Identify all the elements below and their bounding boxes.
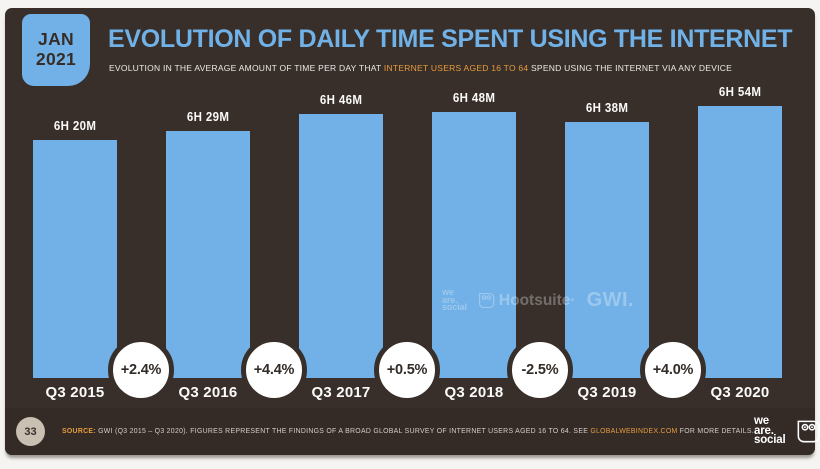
- subtitle-text-end: SPEND USING THE INTERNET VIA ANY DEVICE: [528, 63, 733, 73]
- bar-value-label: 6H 48M: [452, 91, 496, 105]
- change-badge: +2.4%: [108, 337, 174, 403]
- hootsuite-owl-icon: [478, 293, 495, 308]
- page-number-badge: 33: [16, 417, 45, 446]
- subtitle-highlight: INTERNET USERS AGED 16 TO 64: [383, 63, 529, 73]
- source-label: SOURCE:: [62, 428, 96, 435]
- change-badge: +0.5%: [374, 337, 440, 403]
- bar: [698, 106, 782, 378]
- bar: [432, 112, 516, 378]
- bar-column: 6H 54M: [698, 85, 782, 378]
- bar-column: 6H 38M: [565, 101, 649, 378]
- hootsuite-watermark: Hootsuite·: [478, 292, 576, 310]
- bar-column: 6H 20M: [33, 119, 117, 378]
- bar-value-label: 6H 54M: [718, 85, 762, 99]
- category-label: Q3 2018: [444, 384, 504, 401]
- bar: [299, 114, 383, 378]
- bar: [565, 122, 649, 378]
- we-are-social-logo: we are. social: [754, 415, 786, 447]
- change-badge: +4.0%: [640, 337, 706, 403]
- category-label: Q3 2015: [45, 384, 105, 401]
- bar-value-label: 6H 46M: [319, 93, 363, 107]
- bar-column: 6H 46M: [299, 93, 383, 378]
- bar-chart: 6H 20M 6H 29M 6H 46M 6H 48M 6H 38M 6H 54…: [5, 8, 815, 455]
- footer-bar: 33 SOURCE: GWI (Q3 2015 – Q3 2020). FIGU…: [5, 408, 820, 455]
- slide: JAN 2021 EVOLUTION OF DAILY TIME SPENT U…: [5, 8, 820, 455]
- bar-value-label: 6H 29M: [186, 110, 230, 124]
- bar-column: 6H 48M: [432, 91, 516, 378]
- bar: [166, 131, 250, 378]
- hootsuite-logo: Hootsuite®: [796, 419, 820, 444]
- date-badge: JAN 2021: [22, 14, 90, 86]
- category-label: Q3 2019: [577, 384, 637, 401]
- footer-logos: we are. social Hootsuite®: [754, 415, 820, 447]
- category-label: Q3 2017: [311, 384, 371, 401]
- page-title: EVOLUTION OF DAILY TIME SPENT USING THE …: [108, 25, 793, 53]
- change-badge: +4.4%: [241, 337, 307, 403]
- page-subtitle: EVOLUTION IN THE AVERAGE AMOUNT OF TIME …: [109, 63, 732, 73]
- category-label: Q3 2016: [178, 384, 238, 401]
- watermark: we are. social Hootsuite· GWI.: [442, 287, 635, 313]
- date-year: 2021: [35, 49, 77, 69]
- change-badge: -2.5%: [507, 337, 573, 403]
- bar-value-label: 6H 38M: [585, 101, 629, 115]
- subtitle-text: EVOLUTION IN THE AVERAGE AMOUNT OF TIME …: [109, 63, 384, 73]
- bar-column: 6H 29M: [166, 110, 250, 378]
- bar: [33, 140, 117, 378]
- bar-value-label: 6H 20M: [53, 119, 97, 133]
- date-month: JAN: [38, 29, 74, 50]
- source-link[interactable]: GLOBALWEBINDEX.COM: [590, 428, 678, 435]
- gwi-watermark: GWI.: [586, 289, 635, 311]
- we-are-social-watermark: we are. social: [442, 287, 467, 313]
- category-label: Q3 2020: [710, 384, 770, 401]
- hootsuite-owl-icon: [798, 420, 820, 443]
- source-note: SOURCE: GWI (Q3 2015 – Q3 2020). FIGURES…: [62, 428, 755, 435]
